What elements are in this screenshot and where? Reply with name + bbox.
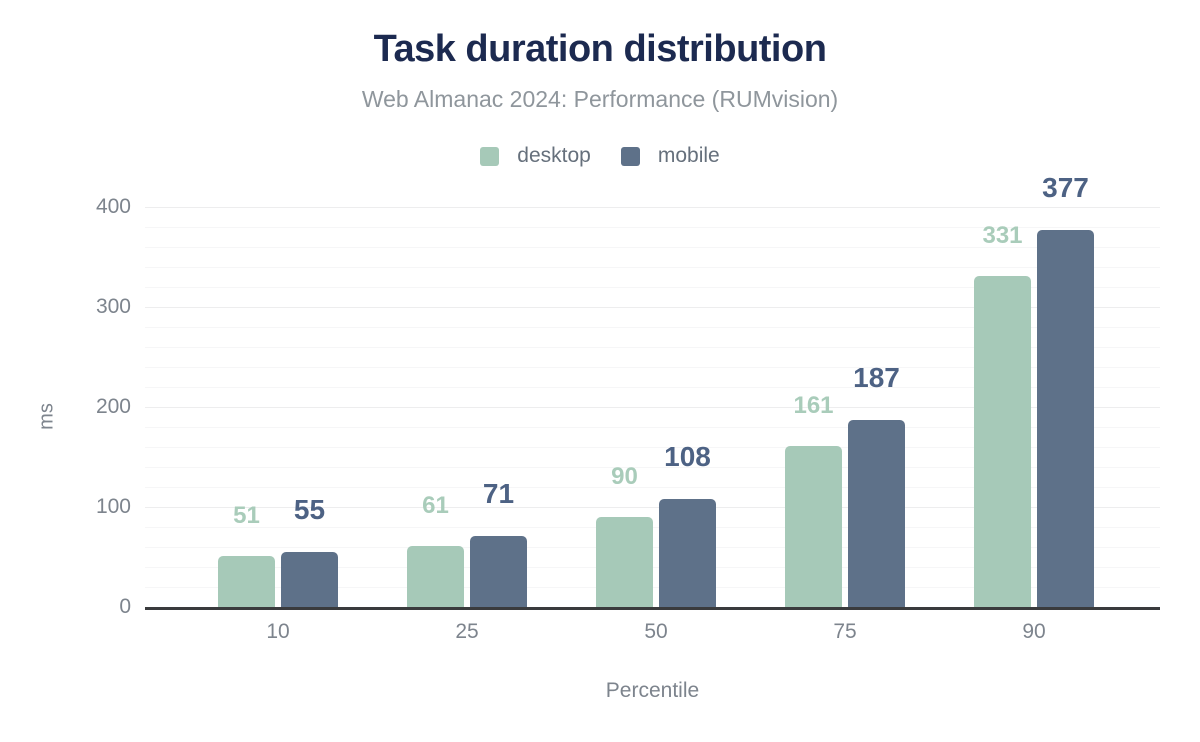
- minor-gridline: [145, 367, 1160, 368]
- legend-label-mobile: mobile: [657, 144, 720, 167]
- x-axis-title: Percentile: [605, 679, 700, 702]
- value-label-desktop-p75: 161: [793, 392, 834, 419]
- minor-gridline: [145, 467, 1160, 468]
- minor-gridline: [145, 347, 1160, 348]
- legend: desktop mobile: [0, 144, 1200, 168]
- value-label-mobile-p75: 187: [853, 362, 900, 393]
- bar-desktop-p10[interactable]: 51: [218, 502, 275, 607]
- bar-desktop-p75[interactable]: 161: [785, 392, 842, 607]
- y-tick-label: 200: [95, 395, 131, 418]
- legend-swatch-desktop: [480, 146, 500, 166]
- y-tick-label: 100: [95, 495, 131, 518]
- bar-mobile-p75[interactable]: 187: [848, 362, 905, 607]
- bar-group-p90: 331 377: [974, 172, 1094, 607]
- bar-mobile-p50[interactable]: 108: [659, 441, 716, 607]
- bar-group-p25: 61 71: [407, 478, 527, 607]
- x-axis-ticks: 10 25 50 75 90: [145, 620, 1160, 648]
- value-label-mobile-p50: 108: [664, 441, 711, 472]
- value-label-mobile-p90: 377: [1042, 172, 1089, 203]
- x-tick-label-p10: 10: [266, 620, 290, 643]
- bar-group-p75: 161 187: [785, 362, 905, 607]
- major-gridline: [145, 507, 1160, 508]
- x-tick-label-p90: 90: [1022, 620, 1046, 643]
- bar-desktop-p90[interactable]: 331: [974, 222, 1031, 607]
- chart-title: Task duration distribution: [373, 28, 827, 70]
- bar-mobile-p90[interactable]: 377: [1037, 172, 1094, 607]
- legend-swatch-mobile: [620, 146, 640, 166]
- major-gridline: [145, 207, 1160, 208]
- y-axis-ticks: 0 100 200 300 400: [0, 195, 131, 618]
- value-label-mobile-p10: 55: [293, 494, 326, 525]
- minor-gridline: [145, 447, 1160, 448]
- bar-group-p50: 90 108: [596, 441, 716, 607]
- bar-mobile-p10[interactable]: 55: [281, 494, 338, 607]
- legend-item-mobile[interactable]: mobile: [620, 144, 720, 168]
- minor-gridline: [145, 267, 1160, 268]
- major-gridline: [145, 307, 1160, 308]
- minor-gridline: [145, 247, 1160, 248]
- legend-item-desktop[interactable]: desktop: [480, 144, 591, 168]
- minor-gridline: [145, 387, 1160, 388]
- minor-gridline: [145, 327, 1160, 328]
- minor-gridline: [145, 487, 1160, 488]
- bar-group-p10: 51 55: [218, 494, 338, 607]
- minor-gridline: [145, 287, 1160, 288]
- y-tick-label: 0: [119, 595, 131, 618]
- minor-gridline: [145, 427, 1160, 428]
- x-tick-label-p25: 25: [455, 620, 479, 643]
- chart-subtitle: Web Almanac 2024: Performance (RUMvision…: [361, 86, 839, 112]
- value-label-desktop-p25: 61: [422, 492, 449, 519]
- value-label-mobile-p25: 71: [482, 478, 515, 509]
- legend-label-desktop: desktop: [517, 144, 591, 167]
- major-gridline: [145, 407, 1160, 408]
- value-label-desktop-p90: 331: [982, 222, 1023, 249]
- x-tick-label-p50: 50: [644, 620, 668, 643]
- plot-area: 51 55 61 71 90 108 161 187 331 377: [145, 172, 1160, 610]
- value-label-desktop-p10: 51: [233, 502, 260, 529]
- minor-gridline: [145, 227, 1160, 228]
- bar-desktop-p50[interactable]: 90: [596, 463, 653, 607]
- y-tick-label: 300: [95, 295, 131, 318]
- bar-desktop-p25[interactable]: 61: [407, 492, 464, 607]
- value-label-desktop-p50: 90: [611, 463, 638, 490]
- x-tick-label-p75: 75: [833, 620, 857, 643]
- y-tick-label: 400: [95, 195, 131, 218]
- bar-mobile-p25[interactable]: 71: [470, 478, 527, 607]
